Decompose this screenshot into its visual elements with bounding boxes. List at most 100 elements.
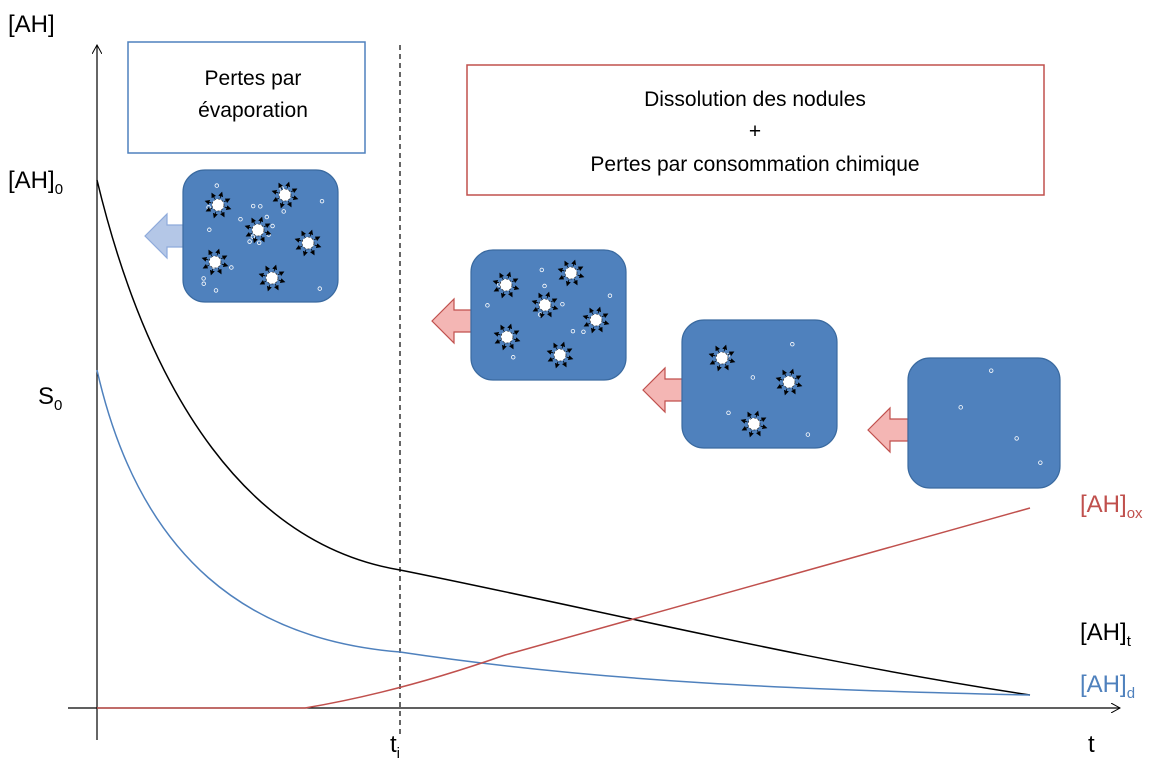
diffusion-arrow [258, 216, 264, 224]
diffusion-arrow [795, 382, 803, 388]
diffusion-arrow [602, 313, 609, 319]
molecule [214, 183, 219, 188]
diffusion-arrow [265, 265, 271, 272]
flow-arrow [144, 212, 186, 260]
diffusion-arrow [795, 375, 802, 381]
diffusion-arrow [558, 274, 565, 280]
diffusion-arrow [512, 278, 519, 284]
diffusion-arrow [259, 279, 266, 285]
diffusion-arrow [722, 344, 728, 352]
solution-square [182, 169, 339, 303]
diffusion-arrow [577, 273, 585, 279]
nodule [301, 236, 315, 250]
diffusion-arrow [251, 217, 257, 224]
diffusion-arrow [507, 291, 513, 298]
curve-label: [AH]ox [1080, 491, 1143, 522]
diffusion-arrow [215, 248, 221, 256]
diffusion-arrow [782, 369, 788, 376]
diffusion-arrow [538, 292, 544, 299]
diffusion-arrow [547, 356, 554, 362]
diffusion-arrow [589, 307, 595, 314]
diffusion-arrow [755, 430, 761, 437]
diffusion-arrow [218, 191, 224, 199]
diffusion-arrow [499, 272, 505, 279]
molecule [201, 276, 206, 281]
diffusion-arrow [546, 349, 554, 355]
diffusion-arrow [715, 345, 721, 352]
diffusion-arrow [278, 278, 286, 284]
diffusion-arrow [572, 279, 578, 286]
diffusion-arrow [740, 418, 748, 424]
molecule [250, 203, 256, 209]
nodule [211, 198, 225, 212]
diffusion-arrow [748, 430, 754, 438]
diffusion-arrow [728, 358, 736, 364]
illustrations [144, 169, 1061, 489]
diffusion-arrow [560, 341, 566, 349]
diffusion-arrow [566, 348, 573, 354]
solution-square [470, 249, 627, 381]
molecule [258, 204, 263, 209]
diffusion-arrow [513, 337, 521, 343]
subscript: 0 [54, 397, 62, 414]
diffusion-arrow [776, 383, 783, 389]
curve-total [96, 179, 1031, 696]
box-text: Pertes par consommation chimique [590, 153, 919, 176]
diffusion-arrow [272, 264, 278, 272]
diffusion-arrow [204, 199, 212, 205]
diffusion-arrow [308, 229, 314, 237]
diffusion-arrow [302, 249, 308, 257]
molecule [542, 283, 547, 289]
nodule [251, 223, 265, 237]
nodule [747, 417, 761, 431]
molecule [560, 301, 565, 307]
molecule [270, 223, 275, 229]
nodule [278, 188, 292, 202]
molecule [988, 368, 994, 373]
marker-label: [AH]0 [8, 167, 63, 198]
diffusion-arrow [494, 338, 501, 344]
diffusion-arrow [565, 279, 571, 287]
label: t [390, 731, 397, 758]
diffusion-arrow [492, 279, 500, 285]
diffusion-arrow [553, 342, 559, 349]
diffusion-arrow [201, 256, 209, 262]
diffusion-arrow [728, 351, 735, 357]
diffusion-arrow [554, 361, 560, 369]
flow-arrow [431, 297, 473, 345]
diffusion-arrow [216, 268, 222, 275]
diffusion-arrow [513, 330, 520, 336]
diffusion-arrow [783, 388, 789, 396]
curve-label: [AH]t [1080, 619, 1132, 650]
diffusion-arrow [546, 311, 552, 318]
diffusion-arrow [747, 411, 753, 418]
diffusion-arrow [309, 249, 315, 256]
nodule [538, 298, 552, 312]
nodule [499, 278, 513, 292]
diffusion-arrow [273, 284, 279, 291]
molecule [750, 375, 756, 380]
subscript: i [397, 745, 400, 762]
diffusion-arrow [208, 249, 214, 256]
diffusion-arrow [582, 314, 590, 320]
diffusion-arrow [531, 299, 539, 305]
molecule [511, 355, 516, 360]
diffusion-arrow [602, 320, 610, 326]
nodule [715, 351, 729, 365]
diffusion-arrow [279, 201, 285, 209]
flow-arrow [642, 366, 684, 414]
diffusion-arrow [551, 298, 558, 304]
diffusion-arrow [264, 230, 272, 236]
curve-oxidized [97, 507, 1031, 709]
molecule [281, 209, 286, 214]
molecule [238, 217, 243, 222]
molecule [726, 410, 731, 415]
diffusion-arrow [501, 343, 507, 351]
diffusion-arrow [259, 236, 265, 243]
curve-dissolved [96, 369, 1031, 696]
box-text: évaporation [198, 99, 308, 122]
diffusion-arrow [754, 410, 760, 418]
subscript: t [1127, 633, 1132, 650]
diffusion-arrow [219, 211, 225, 218]
diffusion-arrow [583, 321, 590, 327]
